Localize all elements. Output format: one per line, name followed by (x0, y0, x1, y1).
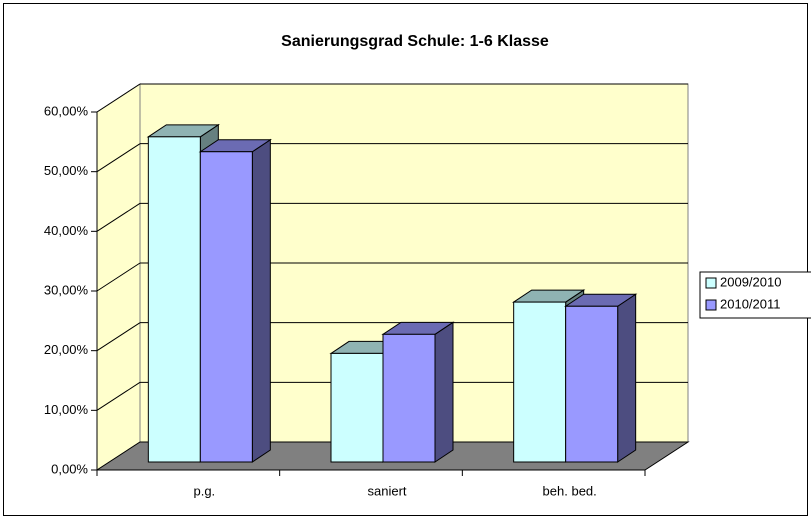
bar (565, 305, 619, 463)
y-tick-label: 30,00% (44, 282, 89, 297)
y-tick-label: 20,00% (44, 342, 89, 357)
y-tick-label: 10,00% (44, 402, 89, 417)
grid-line-side (96, 143, 141, 173)
x-tick-label: saniert (367, 483, 406, 498)
bar (199, 151, 253, 463)
bar-side (251, 138, 271, 463)
y-tick-label: 0,00% (51, 461, 88, 476)
bar (330, 352, 384, 463)
bar (513, 301, 567, 463)
grid-line-side (96, 202, 141, 232)
y-tick-label: 60,00% (44, 103, 89, 118)
bar-side (617, 293, 637, 463)
grid-line-side (96, 381, 141, 411)
x-tick-label: p.g. (193, 483, 215, 498)
grid-line-side (96, 322, 141, 352)
legend-box (699, 271, 811, 319)
grid-line-side (96, 83, 141, 113)
legend-swatch (705, 277, 717, 289)
legend-label: 2009/2010 (720, 274, 781, 289)
legend-swatch (705, 299, 717, 311)
y-tick-label: 40,00% (44, 223, 89, 238)
bar (382, 333, 436, 463)
bar (147, 136, 201, 463)
chart-title: Sanierungsgrad Schule: 1-6 Klasse (281, 33, 549, 50)
x-tick-label: beh. bed. (543, 483, 597, 498)
bar-side (434, 321, 454, 463)
y-tick-label: 50,00% (44, 163, 89, 178)
grid-line-side (96, 262, 141, 292)
legend-label: 2010/2011 (720, 296, 781, 311)
